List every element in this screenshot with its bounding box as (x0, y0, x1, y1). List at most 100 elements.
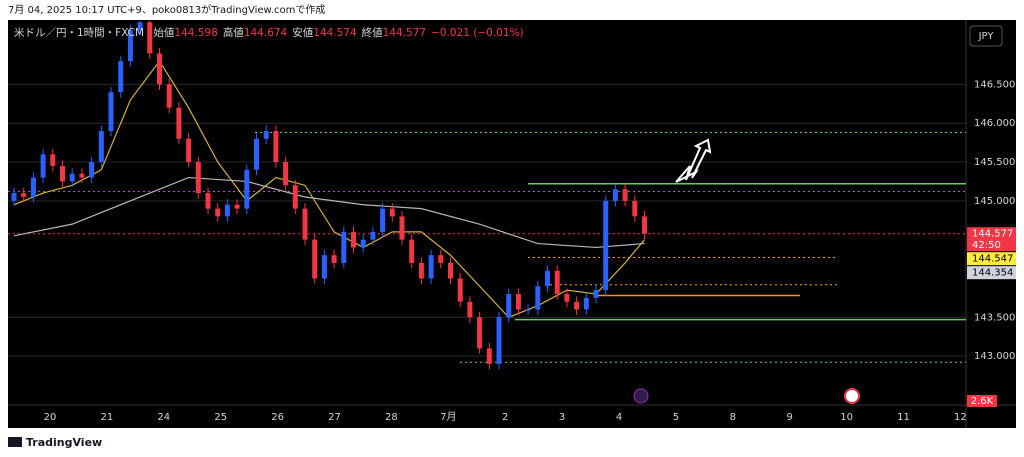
y-tick-label: 146.500 (974, 79, 1015, 90)
moving-average (13, 176, 645, 249)
arrow-drawing (675, 138, 712, 183)
x-tick-label: 27 (328, 412, 341, 423)
candle-body (273, 130, 279, 163)
price-label (967, 252, 1016, 266)
x-tick-label: 4 (616, 412, 622, 423)
candle-body (302, 208, 308, 240)
candle-body (137, 22, 143, 31)
candle-body (79, 173, 85, 178)
candle-body (418, 262, 424, 279)
x-tick-label: 7月 (440, 411, 456, 423)
candle-body (283, 162, 289, 186)
candle-body (351, 231, 356, 248)
candle-body (622, 189, 628, 201)
price-label (967, 266, 1016, 280)
candle-body (292, 185, 298, 209)
candle-body (30, 177, 36, 197)
candle-body (21, 193, 27, 197)
candle-body (40, 154, 46, 178)
candle-body (574, 301, 580, 310)
volume-label (967, 395, 997, 407)
x-tick-label: 20 (44, 412, 57, 423)
symbol: 米ドル／円・1時間・FXCM (14, 26, 144, 39)
candle-body (215, 208, 221, 217)
candle-body (438, 255, 444, 263)
price-label-text: 144.577 (972, 229, 1013, 240)
currency[interactable]: JPY (978, 31, 995, 42)
candle-body (166, 84, 172, 108)
x-tick-label: 9 (787, 412, 793, 423)
currency-button[interactable] (969, 25, 1003, 47)
candle-body (69, 173, 75, 182)
x-tick-label: 25 (214, 412, 227, 423)
candle-body (331, 255, 337, 263)
logo-mark (8, 437, 22, 447)
candle-body (612, 189, 618, 201)
candle-body (380, 208, 386, 232)
legend-value: 144.574 (313, 27, 357, 39)
candle-body (535, 286, 541, 310)
candle-body (603, 200, 609, 291)
candle-body (506, 294, 512, 318)
x-tick-label: 5 (673, 412, 679, 423)
candle-body (89, 162, 95, 178)
x-tick-label: 11 (897, 412, 910, 423)
candle-body (312, 239, 318, 279)
candle-body (186, 138, 192, 163)
x-tick-label: 24 (157, 412, 170, 423)
candle-body (147, 22, 153, 54)
candle-body (389, 208, 395, 217)
x-tick-label: 28 (385, 412, 398, 423)
moving-average (13, 60, 645, 318)
candle-body (224, 204, 230, 217)
candle-body (360, 239, 366, 248)
legend-key: 始値 (153, 26, 174, 39)
y-tick-label: 145.500 (974, 157, 1015, 168)
candle-body (98, 130, 104, 163)
y-tick-label: 145.000 (974, 196, 1015, 207)
y-tick-label: 143.500 (974, 312, 1015, 323)
event-icon[interactable] (844, 388, 860, 404)
legend-key: 高値 (223, 26, 244, 39)
candle-body (370, 231, 376, 240)
candle-body (50, 154, 56, 166)
candle-body (244, 169, 250, 209)
candle-body (583, 297, 589, 310)
candle-body (428, 255, 434, 279)
candle-body (632, 200, 638, 217)
event-icon[interactable] (633, 388, 649, 404)
x-tick-label: 10 (840, 412, 853, 423)
candle-body (486, 348, 492, 364)
candle-body (263, 130, 269, 139)
candle-body (593, 290, 599, 298)
candle-body (477, 317, 483, 349)
candle-body (496, 317, 502, 364)
candle-body (642, 216, 647, 234)
candle-body (467, 301, 473, 318)
x-tick-label: 12 (954, 412, 967, 423)
footer: TradingView (26, 436, 102, 449)
x-tick-label: 3 (559, 412, 565, 423)
candle-body (195, 162, 201, 194)
x-tick-label: 8 (730, 412, 736, 423)
legend-value: 144.598 (174, 27, 217, 39)
legend: 米ドル／円・1時間・FXCM 始値144.598 高値144.674 安値144.5… (14, 26, 524, 39)
x-tick-label: 21 (101, 412, 114, 423)
legend-change: −0.021 (−0.01%) (431, 27, 524, 39)
candle-body (457, 278, 463, 302)
candle-body (409, 239, 415, 263)
legend-key: 安値 (292, 26, 313, 39)
candle-body (11, 193, 17, 201)
candle-body (545, 270, 550, 287)
candle-body (157, 53, 162, 85)
candle-body (448, 262, 453, 279)
candle-body (127, 30, 133, 62)
candle-body (234, 204, 240, 209)
x-tick-label: 2 (502, 412, 508, 423)
legend-key: 終値 (362, 26, 383, 39)
candle-body (205, 193, 211, 209)
volume-label-text: 2.6K (971, 396, 994, 407)
candle-body (525, 309, 531, 311)
candle-body (118, 61, 124, 93)
